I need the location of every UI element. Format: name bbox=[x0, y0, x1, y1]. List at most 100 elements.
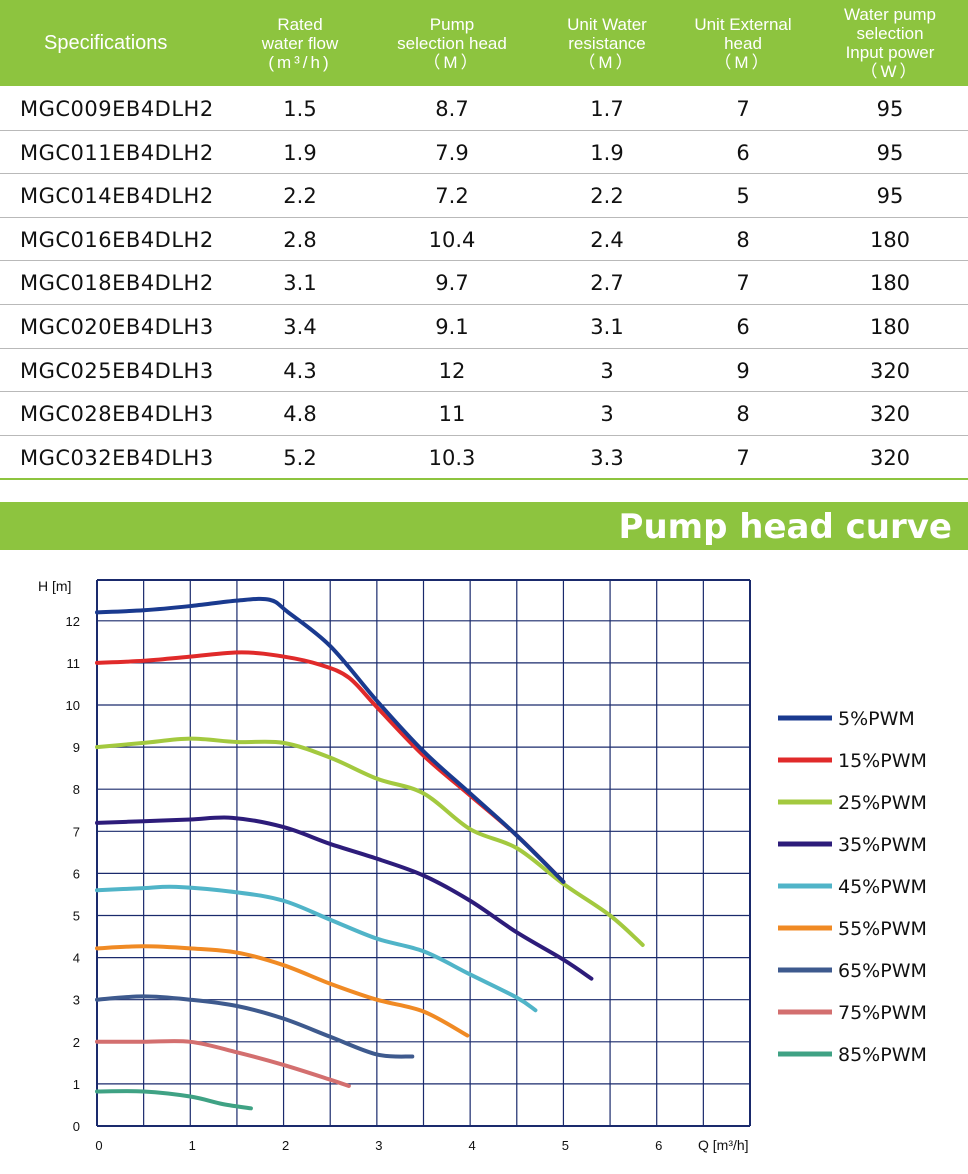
value-cell: 1.9 bbox=[283, 140, 317, 165]
value-cell: 12 bbox=[438, 358, 466, 383]
value-cell: 10.4 bbox=[428, 227, 476, 252]
value-cell: 1.7 bbox=[590, 97, 624, 121]
column-header-line: Rated bbox=[277, 14, 323, 34]
legend-label: 65%PWM bbox=[838, 960, 927, 982]
table-header: Specifications Rated water flow (m³/h) Pump s… bbox=[0, 0, 968, 86]
legend-label: 55%PWM bbox=[838, 918, 927, 940]
column-header: Water pump selection Input power （W） bbox=[815, 0, 965, 86]
value-cell: 8 bbox=[736, 402, 750, 427]
series-line-25pctpwm bbox=[95, 736, 645, 947]
column-header-line: Input power bbox=[845, 43, 935, 62]
model-cell: MGC025EB4DLH3 bbox=[20, 358, 214, 383]
x-tick-label: 6 bbox=[655, 1138, 662, 1153]
y-axis-label: H [m] bbox=[38, 578, 71, 594]
value-cell: 320 bbox=[869, 358, 911, 383]
column-header: Pump selection head （M） bbox=[367, 0, 537, 86]
column-header-line: head bbox=[724, 33, 762, 53]
column-header-line: （M） bbox=[423, 52, 481, 72]
table-row: MGC025EB4DLH3 4.3 12 3 9 320 bbox=[0, 349, 968, 393]
legend-label: 45%PWM bbox=[838, 876, 927, 898]
y-tick-label: 5 bbox=[73, 909, 80, 924]
column-header: Specifications bbox=[44, 0, 167, 86]
value-cell: 7 bbox=[736, 97, 750, 121]
column-header-line: resistance bbox=[568, 33, 646, 53]
model-cell: MGC020EB4DLH3 bbox=[20, 315, 214, 339]
series-line-65pctpwm bbox=[95, 994, 415, 1059]
value-cell: 9.7 bbox=[435, 271, 469, 296]
value-cell: 8 bbox=[736, 227, 750, 252]
legend-label: 35%PWM bbox=[838, 834, 927, 856]
value-cell: 7 bbox=[736, 271, 750, 296]
model-cell: MGC016EB4DLH2 bbox=[20, 227, 214, 252]
table-row: MGC028EB4DLH3 4.8 11 3 8 320 bbox=[0, 392, 968, 436]
value-cell: 6 bbox=[736, 140, 750, 165]
y-tick-label: 2 bbox=[73, 1035, 80, 1050]
value-cell: 180 bbox=[869, 271, 911, 296]
legend-label: 85%PWM bbox=[838, 1044, 927, 1066]
legend-label: 75%PWM bbox=[838, 1002, 927, 1024]
table-row: MGC009EB4DLH2 1.5 8.7 1.7 7 95 bbox=[0, 87, 968, 131]
legend-label: 5%PWM bbox=[838, 708, 915, 730]
value-cell: 10.3 bbox=[428, 445, 476, 470]
column-header-line: （W） bbox=[860, 62, 920, 81]
section-banner: Pump head curve bbox=[0, 502, 968, 550]
table-row: MGC020EB4DLH3 3.4 9.1 3.1 6 180 bbox=[0, 305, 968, 349]
value-cell: 2.2 bbox=[283, 184, 317, 209]
series-line-5pctpwm bbox=[95, 596, 566, 884]
value-cell: 320 bbox=[869, 402, 911, 427]
column-header-line: Water pump bbox=[844, 5, 936, 24]
value-cell: 1.9 bbox=[590, 140, 624, 165]
model-cell: MGC018EB4DLH2 bbox=[20, 271, 214, 296]
column-header-line: (m³/h) bbox=[268, 52, 332, 72]
value-cell: 2.4 bbox=[590, 227, 624, 252]
value-cell: 3.3 bbox=[590, 445, 624, 470]
model-cell: MGC011EB4DLH2 bbox=[20, 140, 214, 165]
value-cell: 8.7 bbox=[435, 97, 469, 121]
value-cell: 4.8 bbox=[283, 402, 317, 427]
value-cell: 7.2 bbox=[435, 184, 469, 209]
y-tick-label: 9 bbox=[73, 740, 80, 755]
y-tick-label: 10 bbox=[66, 698, 80, 713]
value-cell: 180 bbox=[869, 315, 911, 339]
legend-label: 25%PWM bbox=[838, 792, 927, 814]
table-row: MGC011EB4DLH2 1.9 7.9 1.9 6 95 bbox=[0, 131, 968, 175]
column-header: Unit External head （M） bbox=[673, 0, 813, 86]
value-cell: 5.2 bbox=[283, 445, 317, 470]
model-cell: MGC014EB4DLH2 bbox=[20, 184, 214, 209]
column-header-line: Unit Water bbox=[567, 14, 647, 34]
value-cell: 3.4 bbox=[283, 315, 317, 339]
y-tick-label: 11 bbox=[67, 656, 81, 671]
series-line-45pctpwm bbox=[95, 884, 538, 1013]
value-cell: 95 bbox=[876, 184, 904, 209]
x-tick-label: 0 bbox=[95, 1138, 102, 1153]
table-bottom-rule bbox=[0, 478, 968, 480]
table-row: MGC016EB4DLH2 2.8 10.4 2.4 8 180 bbox=[0, 218, 968, 262]
series-line-55pctpwm bbox=[95, 944, 470, 1038]
value-cell: 11 bbox=[438, 402, 466, 427]
model-cell: MGC028EB4DLH3 bbox=[20, 402, 214, 427]
series-line-75pctpwm bbox=[95, 1039, 351, 1089]
value-cell: 3.1 bbox=[283, 271, 317, 296]
x-tick-label: 4 bbox=[469, 1138, 476, 1153]
y-tick-label: 12 bbox=[66, 614, 80, 629]
value-cell: 95 bbox=[876, 97, 904, 121]
section-title: Pump head curve bbox=[618, 507, 952, 547]
series-line-85pctpwm bbox=[95, 1089, 253, 1111]
column-header-line: Unit External bbox=[694, 14, 792, 34]
model-cell: MGC032EB4DLH3 bbox=[20, 445, 214, 470]
column-header-line: selection bbox=[856, 24, 924, 43]
table-row: MGC018EB4DLH2 3.1 9.7 2.7 7 180 bbox=[0, 261, 968, 305]
value-cell: 3 bbox=[600, 402, 614, 427]
x-tick-label: 3 bbox=[375, 1138, 382, 1153]
y-tick-label: 7 bbox=[73, 824, 80, 839]
value-cell: 2.7 bbox=[590, 271, 624, 296]
value-cell: 1.5 bbox=[283, 97, 317, 121]
column-header: Unit Water resistance （M） bbox=[537, 0, 677, 86]
column-header-line: （M） bbox=[714, 52, 772, 72]
legend-label: 15%PWM bbox=[838, 750, 927, 772]
value-cell: 3 bbox=[600, 358, 614, 383]
x-axis-label: Q [m³/h] bbox=[698, 1137, 749, 1153]
value-cell: 3.1 bbox=[590, 315, 624, 339]
value-cell: 9.1 bbox=[435, 315, 469, 339]
